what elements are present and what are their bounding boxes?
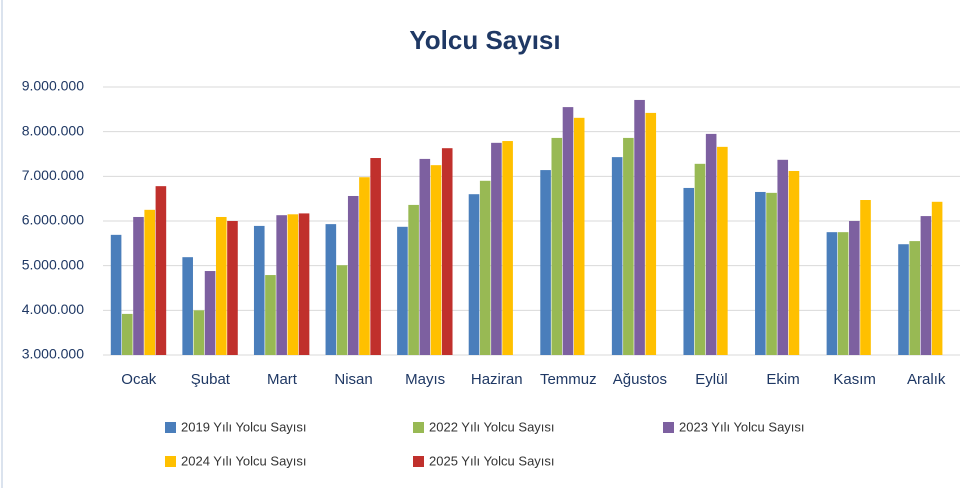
bar bbox=[920, 216, 932, 355]
legend-swatch bbox=[663, 422, 674, 433]
bar bbox=[562, 107, 574, 355]
bar bbox=[694, 163, 706, 355]
bar bbox=[287, 214, 299, 355]
bar bbox=[540, 170, 551, 355]
bar bbox=[227, 221, 238, 355]
y-tick-label: 3.000.000 bbox=[22, 346, 84, 362]
bar bbox=[502, 141, 513, 355]
x-tick-label: Aralık bbox=[907, 371, 946, 388]
bar bbox=[573, 117, 585, 355]
y-tick-label: 8.000.000 bbox=[22, 122, 84, 138]
bar bbox=[479, 180, 491, 355]
bar bbox=[110, 234, 122, 355]
bar bbox=[898, 244, 909, 355]
bar bbox=[755, 191, 766, 355]
x-tick-label: Mart bbox=[267, 371, 298, 388]
x-tick-label: Ekim bbox=[766, 371, 799, 388]
y-tick-label: 5.000.000 bbox=[22, 256, 84, 272]
bar bbox=[623, 137, 634, 355]
bar bbox=[717, 146, 728, 355]
bar bbox=[826, 232, 838, 355]
x-tick-label: Mayıs bbox=[405, 371, 445, 388]
legend-swatch bbox=[165, 456, 176, 467]
bar bbox=[397, 226, 408, 355]
x-tick-label: Şubat bbox=[191, 371, 231, 388]
legend-swatch bbox=[413, 422, 424, 433]
bar bbox=[909, 241, 921, 355]
bar bbox=[408, 204, 419, 355]
bar bbox=[611, 157, 623, 355]
bar bbox=[419, 158, 431, 355]
legend-label: 2022 Yılı Yolcu Sayısı bbox=[429, 419, 555, 434]
bar bbox=[370, 158, 381, 355]
bar bbox=[325, 224, 337, 355]
bar bbox=[931, 201, 943, 355]
x-tick-label: Ocak bbox=[121, 371, 157, 388]
bar bbox=[837, 232, 849, 355]
legend-label: 2024 Yılı Yolcu Sayısı bbox=[181, 453, 307, 468]
bar bbox=[766, 192, 777, 355]
x-tick-label: Temmuz bbox=[540, 371, 597, 388]
x-tick-label: Kasım bbox=[833, 371, 876, 388]
x-tick-label: Eylül bbox=[695, 371, 728, 388]
bar bbox=[634, 99, 645, 355]
y-tick-label: 6.000.000 bbox=[22, 212, 84, 228]
x-tick-label: Haziran bbox=[471, 371, 523, 388]
bar bbox=[204, 271, 216, 355]
bar bbox=[788, 170, 800, 355]
bar bbox=[860, 200, 871, 355]
legend-label: 2025 Yılı Yolcu Sayısı bbox=[429, 453, 555, 468]
bar bbox=[359, 177, 370, 355]
bar bbox=[155, 186, 167, 355]
bar bbox=[551, 137, 563, 355]
bar bbox=[265, 275, 276, 355]
y-tick-label: 7.000.000 bbox=[22, 167, 84, 183]
bar bbox=[276, 215, 287, 355]
bar bbox=[253, 225, 265, 355]
bar bbox=[849, 221, 860, 355]
bar bbox=[121, 313, 133, 355]
bar bbox=[683, 187, 695, 355]
bar bbox=[430, 165, 442, 355]
bar bbox=[182, 257, 193, 355]
x-tick-label: Nisan bbox=[334, 371, 372, 388]
bar bbox=[336, 265, 348, 355]
bar bbox=[347, 195, 359, 355]
bar bbox=[491, 142, 502, 355]
bar bbox=[144, 209, 155, 355]
bar bbox=[777, 159, 789, 355]
legend-swatch bbox=[413, 456, 424, 467]
legend-swatch bbox=[165, 422, 176, 433]
y-tick-label: 4.000.000 bbox=[22, 301, 84, 317]
y-tick-label: 9.000.000 bbox=[22, 78, 84, 94]
chart-title: Yolcu Sayısı bbox=[409, 25, 560, 55]
bar bbox=[441, 148, 453, 355]
legend-label: 2019 Yılı Yolcu Sayısı bbox=[181, 419, 307, 434]
bar bbox=[133, 216, 144, 355]
bar bbox=[298, 213, 310, 355]
bar bbox=[468, 194, 480, 355]
x-tick-label: Ağustos bbox=[613, 371, 667, 388]
bar bbox=[645, 112, 657, 355]
bar bbox=[705, 133, 717, 355]
legend-label: 2023 Yılı Yolcu Sayısı bbox=[679, 419, 805, 434]
bar bbox=[215, 216, 227, 355]
bar bbox=[193, 310, 205, 355]
